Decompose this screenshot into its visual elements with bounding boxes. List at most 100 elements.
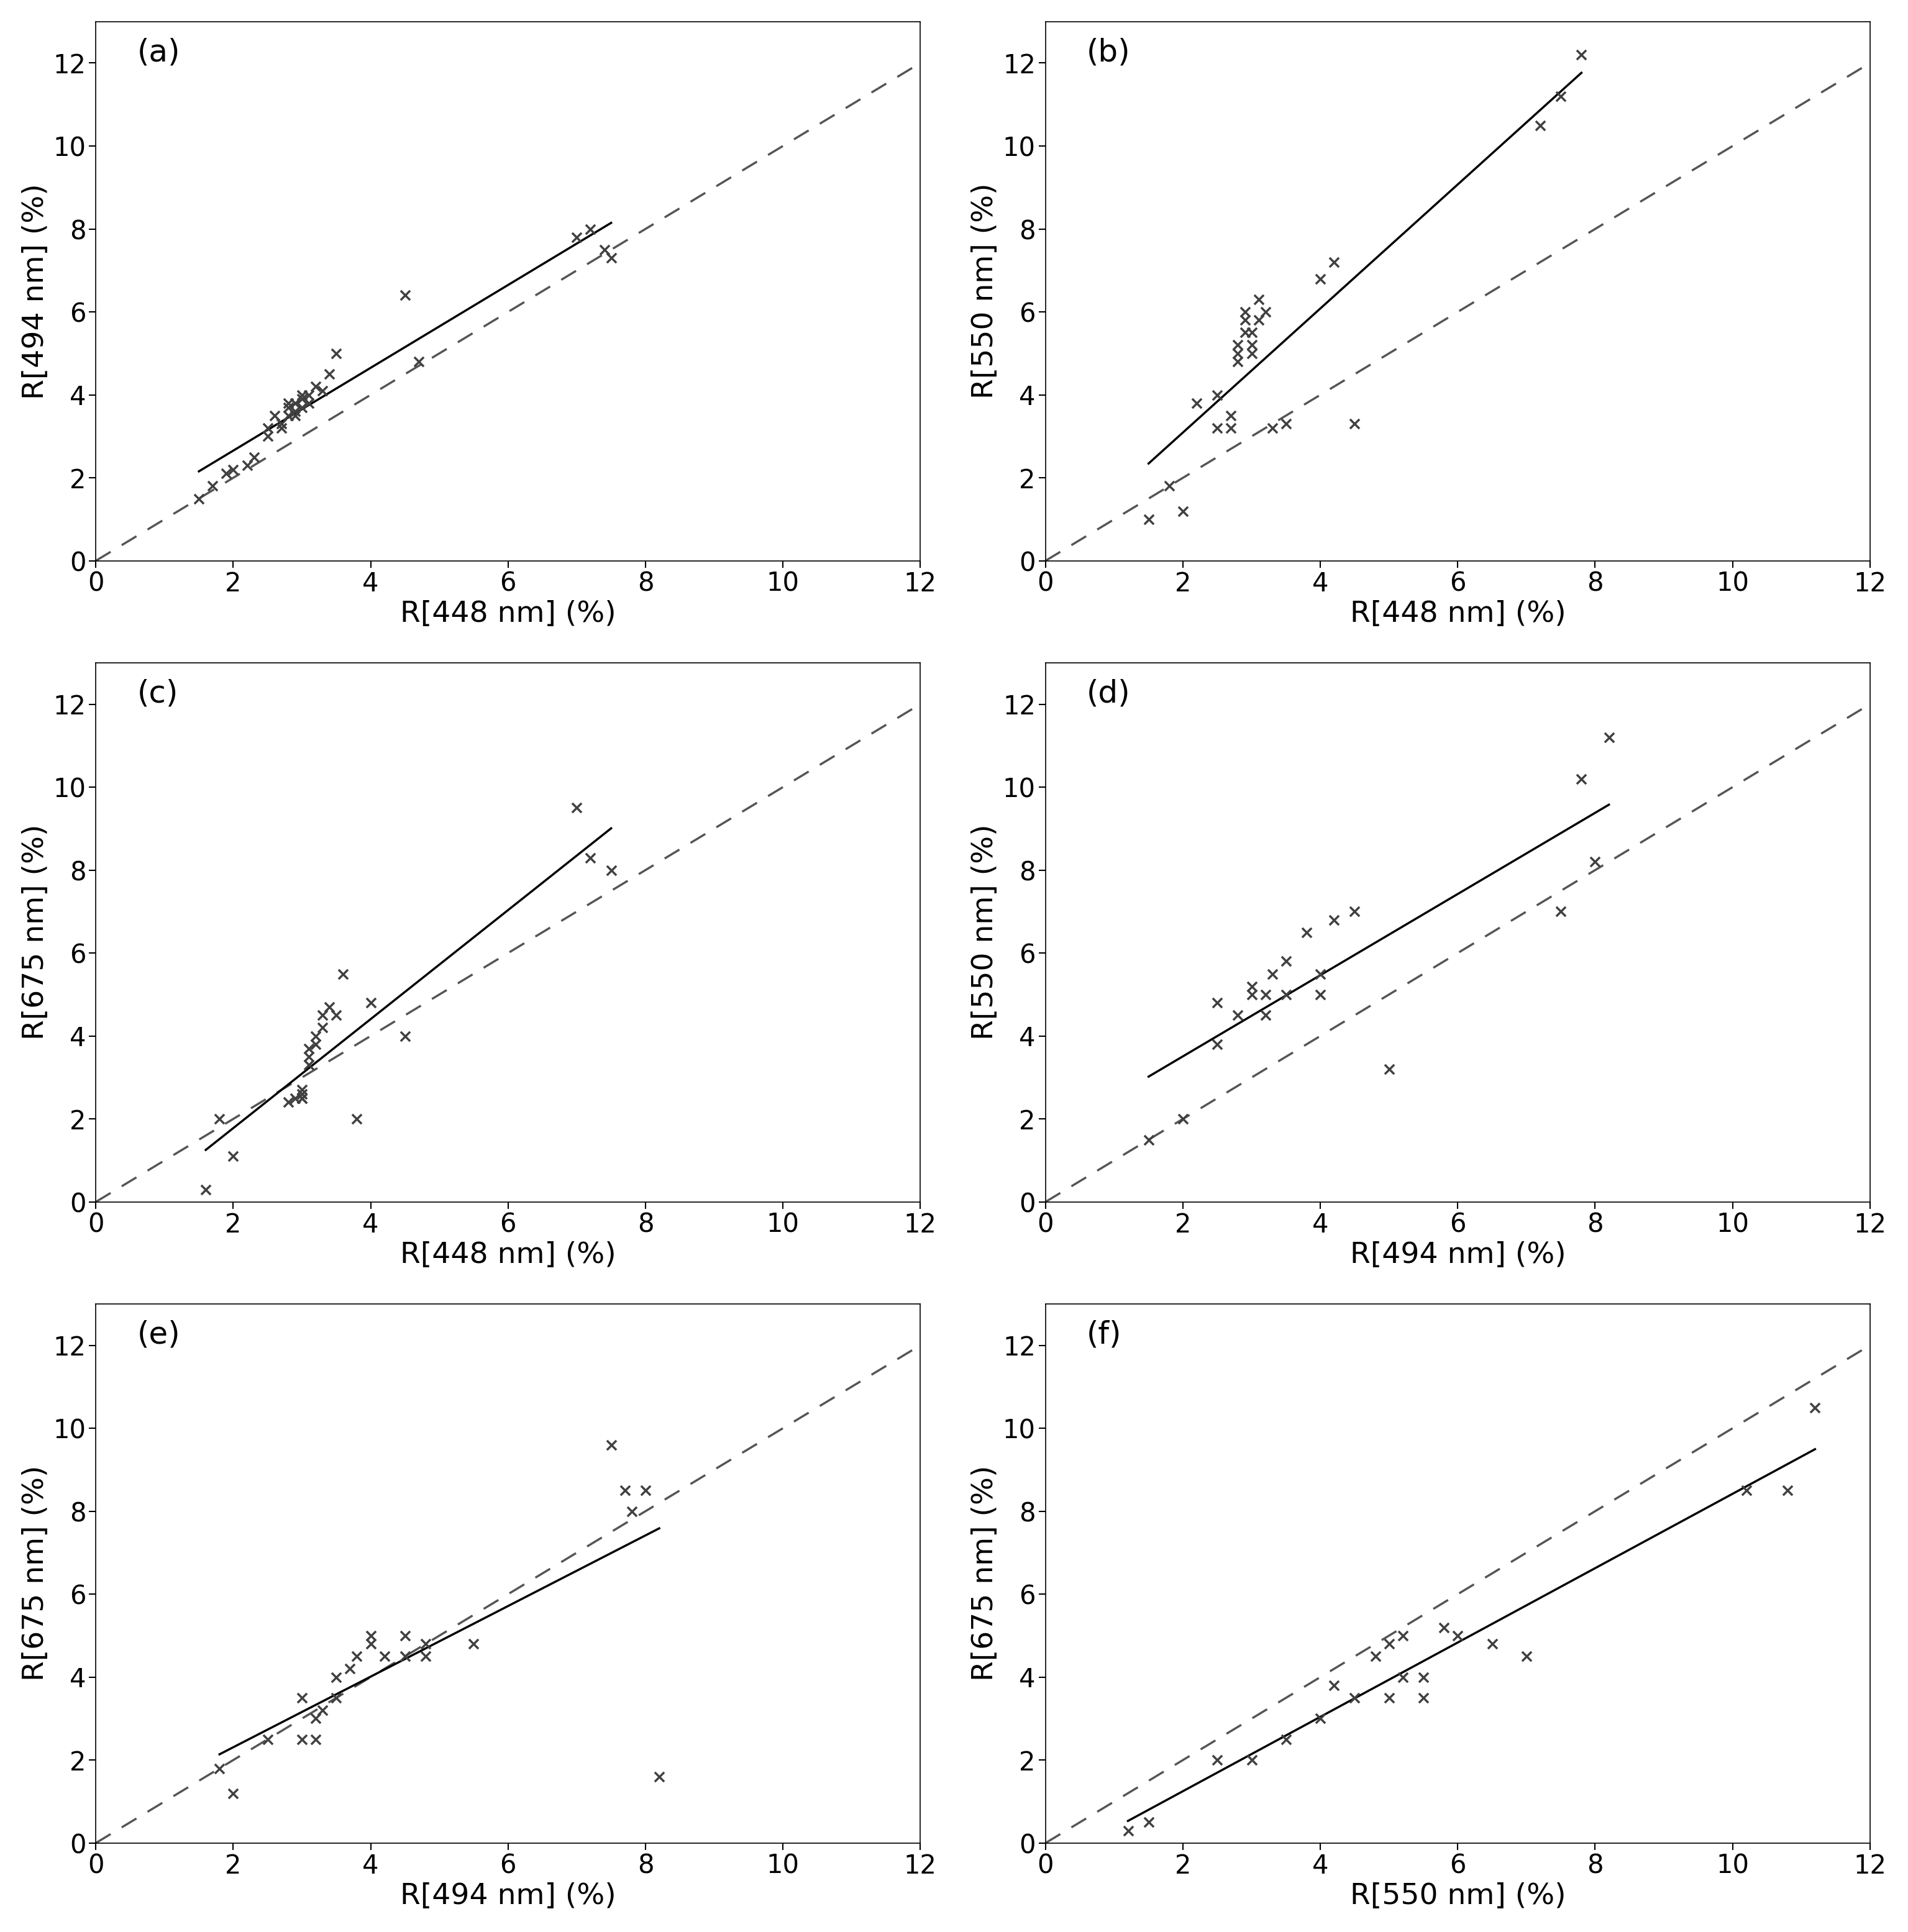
Point: [595, 1430, 626, 1461]
Point: [294, 1034, 324, 1065]
Point: [286, 1723, 317, 1754]
Point: [1305, 1704, 1336, 1735]
Point: [286, 379, 317, 410]
Point: [265, 413, 296, 444]
Point: [286, 1683, 317, 1714]
Point: [1181, 388, 1212, 419]
Point: [259, 400, 290, 431]
Point: [1236, 1745, 1267, 1776]
Point: [204, 1103, 235, 1134]
Point: [280, 388, 311, 419]
Point: [265, 408, 296, 439]
Point: [183, 483, 214, 514]
Point: [1250, 980, 1280, 1010]
Point: [458, 1629, 488, 1660]
Point: [1236, 330, 1267, 361]
Point: [574, 842, 605, 873]
Point: [204, 1752, 235, 1783]
Point: [286, 1078, 317, 1109]
Point: [1318, 1669, 1349, 1700]
Point: [1442, 1621, 1473, 1652]
Point: [1250, 296, 1280, 327]
Point: [273, 392, 303, 423]
Point: [1154, 471, 1185, 502]
Point: [1202, 987, 1233, 1018]
Point: [294, 1049, 324, 1080]
Point: [1408, 1683, 1439, 1714]
Point: [1545, 81, 1576, 112]
Point: [252, 413, 282, 444]
Point: [191, 1175, 221, 1206]
Point: [611, 1474, 641, 1505]
Point: [1202, 1030, 1233, 1061]
Point: [300, 1704, 330, 1735]
Point: [334, 1654, 364, 1685]
X-axis label: R[448 nm] (%): R[448 nm] (%): [401, 601, 616, 628]
Point: [1566, 39, 1597, 70]
Point: [616, 1495, 647, 1526]
Point: [286, 392, 317, 423]
Y-axis label: R[550 nm] (%): R[550 nm] (%): [971, 825, 1000, 1039]
Point: [321, 338, 351, 369]
Point: [1236, 970, 1267, 1001]
Point: [1339, 1683, 1370, 1714]
Point: [1374, 1683, 1404, 1714]
Point: [307, 1694, 338, 1725]
Point: [1229, 305, 1259, 336]
Point: [294, 379, 324, 410]
Point: [1593, 723, 1624, 753]
Point: [1305, 980, 1336, 1010]
Point: [1236, 980, 1267, 1010]
X-axis label: R[550 nm] (%): R[550 nm] (%): [1349, 1882, 1566, 1911]
Point: [355, 1629, 385, 1660]
Point: [1318, 247, 1349, 278]
Point: [307, 375, 338, 406]
Point: [1429, 1611, 1460, 1642]
X-axis label: R[448 nm] (%): R[448 nm] (%): [401, 1242, 616, 1269]
Point: [645, 1762, 675, 1793]
Point: [342, 1103, 372, 1134]
Point: [1133, 504, 1164, 535]
Point: [1168, 495, 1198, 526]
Point: [1112, 1814, 1143, 1845]
Point: [307, 999, 338, 1030]
Point: [1731, 1474, 1761, 1505]
Text: (f): (f): [1088, 1320, 1122, 1350]
Point: [1215, 413, 1246, 444]
Point: [238, 442, 269, 473]
Point: [321, 1683, 351, 1714]
Point: [321, 1662, 351, 1692]
X-axis label: R[448 nm] (%): R[448 nm] (%): [1349, 601, 1566, 628]
Point: [321, 999, 351, 1030]
Point: [218, 1140, 248, 1171]
Point: [294, 1041, 324, 1072]
Point: [231, 450, 261, 481]
Point: [1236, 317, 1267, 348]
Point: [1223, 330, 1254, 361]
Point: [1257, 958, 1288, 989]
Point: [1511, 1640, 1542, 1671]
Point: [315, 359, 345, 390]
Point: [1292, 918, 1322, 949]
Point: [252, 421, 282, 452]
Point: [294, 388, 324, 419]
Point: [1229, 296, 1259, 327]
Point: [1244, 305, 1275, 336]
X-axis label: R[494 nm] (%): R[494 nm] (%): [401, 1882, 616, 1911]
Y-axis label: R[675 nm] (%): R[675 nm] (%): [21, 1466, 50, 1681]
Point: [1223, 346, 1254, 377]
Point: [197, 471, 227, 502]
Point: [389, 1020, 420, 1051]
Point: [1387, 1662, 1418, 1692]
Point: [1339, 896, 1370, 927]
Point: [1318, 904, 1349, 935]
Point: [252, 1723, 282, 1754]
Point: [1215, 400, 1246, 431]
Point: [1374, 1053, 1404, 1084]
Point: [1305, 263, 1336, 294]
Point: [212, 458, 242, 489]
Point: [561, 792, 591, 823]
Point: [273, 400, 303, 431]
Point: [403, 346, 433, 377]
Point: [1545, 896, 1576, 927]
